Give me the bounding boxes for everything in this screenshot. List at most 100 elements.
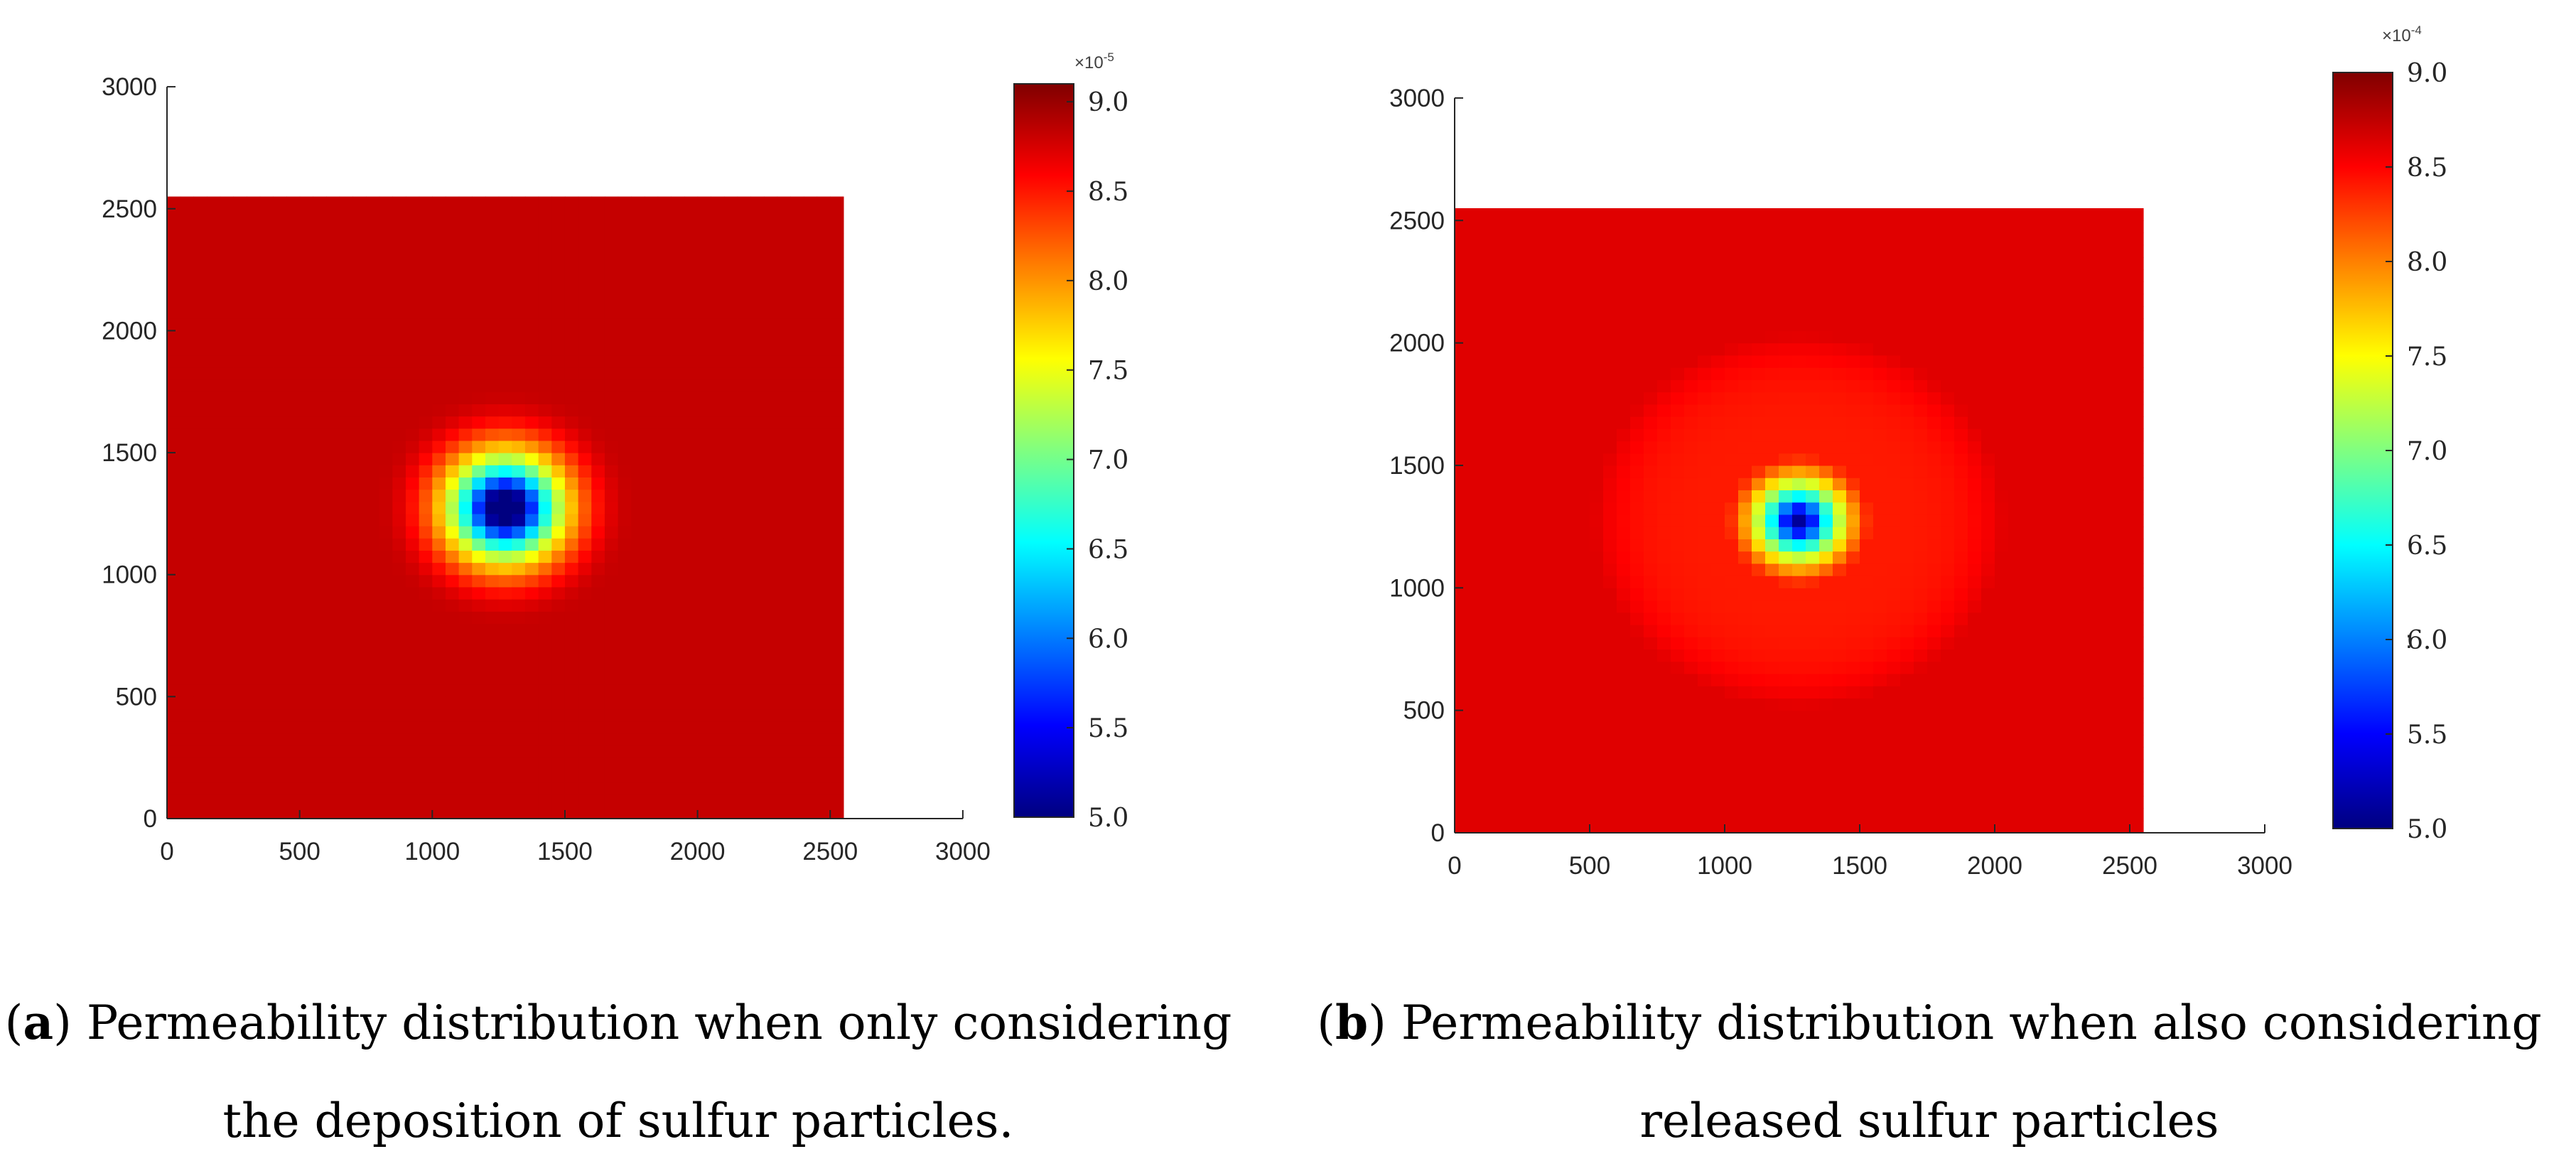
heatmap-cell	[432, 453, 446, 465]
heatmap-cell	[392, 355, 406, 368]
heatmap-cell	[1860, 514, 1874, 527]
heatmap-cell	[657, 574, 672, 588]
heatmap-cell	[1981, 318, 1995, 331]
heatmap-cell	[1833, 330, 1847, 344]
heatmap-cell	[1806, 539, 1820, 552]
heatmap-cell	[180, 599, 194, 612]
heatmap-cell	[538, 367, 552, 380]
heatmap-cell	[1455, 220, 1469, 234]
heatmap-cell	[1738, 428, 1752, 442]
heatmap-cell	[1914, 759, 1928, 772]
heatmap-cell	[392, 453, 406, 465]
heatmap-cell	[1536, 379, 1550, 393]
heatmap-cell	[472, 465, 486, 478]
heatmap-cell	[750, 745, 765, 758]
heatmap-cell	[631, 416, 645, 429]
heatmap-cell	[697, 721, 711, 734]
heatmap-cell	[1576, 441, 1590, 454]
panel-b-heatmap: 0 500 1000 1500 2000 2500 3000 050010001500200…	[1389, 85, 2292, 880]
heatmap-cell	[1887, 686, 1901, 699]
heatmap-cell	[1765, 808, 1779, 821]
heatmap-cell	[1590, 625, 1604, 637]
heatmap-cell	[1671, 355, 1685, 368]
heatmap-cell	[259, 404, 274, 417]
heatmap-cell	[1590, 747, 1604, 760]
heatmap-cell	[1617, 269, 1631, 283]
heatmap-cell	[2008, 771, 2022, 784]
heatmap-cell	[1981, 342, 1995, 356]
heatmap-cell	[273, 647, 287, 661]
heatmap-cell	[1563, 588, 1577, 601]
heatmap-cell	[419, 574, 433, 588]
heatmap-cell	[1482, 514, 1496, 527]
heatmap-cell	[193, 550, 208, 563]
heatmap-cell	[1630, 330, 1644, 344]
heatmap-cell	[1914, 661, 1928, 674]
heatmap-cell	[1617, 514, 1631, 527]
heatmap-cell	[1725, 588, 1739, 601]
heatmap-cell	[1900, 539, 1914, 552]
heatmap-cell	[763, 392, 778, 404]
heatmap-cell	[233, 562, 247, 576]
heatmap-cell	[578, 257, 592, 271]
heatmap-cell	[1671, 453, 1685, 466]
heatmap-cell	[1995, 527, 2009, 539]
heatmap-cell	[1968, 747, 1982, 760]
heatmap-cell	[167, 599, 181, 612]
heatmap-cell	[1792, 649, 1806, 662]
heatmap-cell	[1860, 367, 1874, 380]
heatmap-cell	[1792, 600, 1806, 613]
heatmap-cell	[472, 696, 486, 710]
heatmap-cell	[259, 293, 274, 307]
heatmap-cell	[405, 428, 420, 441]
heatmap-cell	[405, 465, 420, 478]
heatmap-cell	[591, 745, 605, 758]
heatmap-cell	[750, 208, 765, 222]
heatmap-cell	[472, 440, 486, 453]
heatmap-cell	[763, 659, 778, 673]
heatmap-cell	[286, 623, 301, 637]
heatmap-cell	[723, 392, 738, 404]
heatmap-cell	[445, 586, 460, 600]
heatmap-cell	[1968, 600, 1982, 613]
heatmap-cell	[578, 293, 592, 307]
heatmap-cell	[697, 489, 711, 502]
heatmap-cell	[2008, 576, 2022, 588]
heatmap-cell	[644, 721, 659, 734]
heatmap-cell	[1914, 318, 1928, 331]
heatmap-cell	[830, 440, 844, 453]
heatmap-cell	[538, 770, 552, 783]
heatmap-cell	[1914, 576, 1928, 588]
heatmap-cell	[1887, 563, 1901, 576]
heatmap-cell	[697, 611, 711, 624]
heatmap-cell	[657, 501, 672, 514]
heatmap-cell	[233, 392, 247, 404]
heatmap-cell	[1657, 673, 1671, 686]
heatmap-cell	[1968, 722, 1982, 735]
heatmap-cell	[1468, 244, 1482, 258]
heatmap-cell	[790, 330, 804, 344]
heatmap-cell	[1792, 820, 1806, 834]
heatmap-cell	[1887, 490, 1901, 503]
heatmap-cell	[512, 562, 526, 576]
heatmap-cell	[273, 355, 287, 368]
heatmap-cell	[551, 635, 566, 649]
heatmap-cell	[167, 672, 181, 685]
heatmap-cell	[551, 794, 566, 807]
heatmap-cell	[1765, 367, 1779, 380]
heatmap-cell	[1806, 612, 1820, 625]
heatmap-cell	[1806, 428, 1820, 442]
heatmap-cell	[405, 293, 420, 307]
heatmap-cell	[790, 562, 804, 576]
heatmap-cell	[1630, 293, 1644, 307]
heatmap-cell	[723, 757, 738, 770]
heatmap-cell	[1576, 281, 1590, 295]
heatmap-cell	[1860, 428, 1874, 442]
heatmap-cell	[750, 477, 765, 490]
heatmap-cell	[657, 489, 672, 502]
heatmap-cell	[618, 586, 632, 600]
heatmap-cell	[2049, 661, 2063, 674]
heatmap-cell	[220, 379, 234, 392]
heatmap-cell	[445, 757, 460, 770]
heatmap-cell	[750, 526, 765, 539]
